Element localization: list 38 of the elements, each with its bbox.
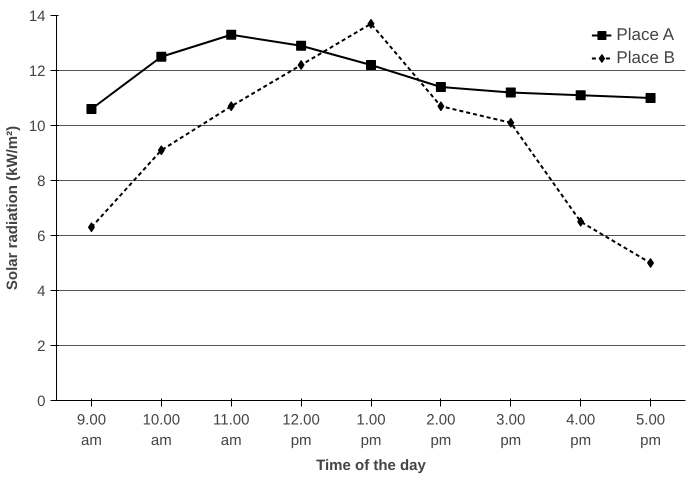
- y-tick-label: 0: [37, 393, 46, 410]
- point: [647, 258, 654, 268]
- x-tick-label: 2.00 pm: [426, 412, 456, 449]
- point: [576, 90, 586, 100]
- y-tick-label: 8: [37, 173, 46, 190]
- point: [158, 145, 165, 156]
- x-axis-title: Time of the day: [316, 456, 427, 474]
- x-tick-label: 9.00 am: [76, 412, 106, 449]
- point: [577, 216, 584, 227]
- x-tick-label: 10.00 am: [142, 412, 180, 449]
- point: [506, 88, 516, 98]
- y-tick-label: 6: [37, 228, 46, 245]
- point: [156, 52, 166, 62]
- x-tick-label: 11.00 am: [213, 412, 250, 449]
- point: [646, 93, 656, 103]
- point: [226, 30, 236, 40]
- x-tick-label: 12.00 pm: [282, 412, 320, 449]
- point: [507, 118, 514, 128]
- legend-label: Place B: [616, 48, 675, 68]
- y-tick-label: 4: [37, 283, 46, 300]
- y-tick-label: 10: [28, 118, 46, 135]
- point: [86, 104, 96, 114]
- point: [437, 101, 444, 112]
- y-tick-label: 14: [28, 8, 46, 25]
- y-tick-label: 12: [28, 63, 46, 80]
- point: [228, 101, 235, 112]
- x-tick-label: 1.00 pm: [356, 412, 386, 449]
- point: [366, 60, 376, 70]
- point: [296, 40, 306, 51]
- legend-label: Place A: [616, 25, 674, 45]
- point: [436, 82, 446, 92]
- y-axis-title: Solar radiation (kW/m²): [4, 126, 21, 290]
- point: [298, 60, 305, 70]
- y-tick-label: 2: [37, 338, 46, 355]
- x-tick-label: 5.00 pm: [636, 412, 666, 449]
- point: [88, 222, 95, 232]
- x-tick-label: 4.00 pm: [566, 412, 596, 449]
- x-tick-label: 3.00 pm: [496, 412, 526, 449]
